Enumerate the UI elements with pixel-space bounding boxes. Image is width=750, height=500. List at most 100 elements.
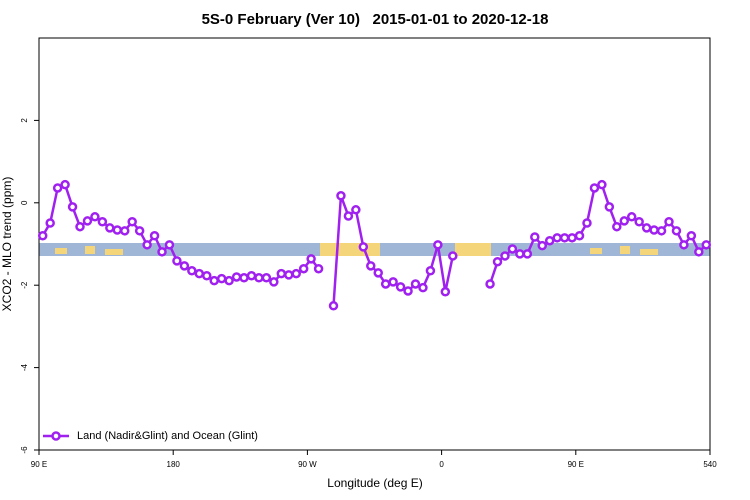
point <box>403 286 413 296</box>
point <box>328 301 339 311</box>
point <box>112 225 123 235</box>
point <box>656 226 667 236</box>
point <box>544 235 555 246</box>
land-ocean-strip <box>39 243 710 256</box>
point <box>313 263 324 274</box>
point <box>388 277 398 287</box>
point <box>410 279 421 289</box>
point <box>619 216 630 226</box>
x-tick-label: 540 <box>703 460 717 469</box>
point <box>254 273 264 283</box>
point <box>597 179 607 190</box>
point <box>142 240 152 250</box>
point <box>358 242 369 252</box>
point <box>37 231 48 241</box>
y-tick-label: -2 <box>20 281 29 289</box>
point <box>336 191 346 201</box>
y-tick-label: 2 <box>20 118 29 123</box>
point <box>626 212 637 222</box>
point <box>67 202 78 212</box>
point <box>552 233 562 243</box>
point <box>187 266 197 276</box>
point <box>574 231 585 241</box>
point <box>448 251 458 261</box>
point <box>567 233 577 243</box>
point <box>604 202 615 212</box>
point <box>500 251 510 261</box>
point <box>425 266 436 276</box>
point <box>164 240 175 250</box>
land-strip <box>455 243 491 256</box>
x-tick-label: 90 E <box>31 460 47 469</box>
point <box>433 240 443 250</box>
point <box>515 249 525 259</box>
point <box>149 231 160 241</box>
point <box>485 279 495 289</box>
x-tick-label: 90 W <box>298 460 317 469</box>
point <box>343 211 354 221</box>
point <box>373 268 383 278</box>
point <box>239 273 249 283</box>
point <box>179 261 190 271</box>
point <box>134 226 145 236</box>
point <box>582 218 592 228</box>
point <box>679 240 689 250</box>
point <box>97 217 108 227</box>
point <box>231 272 242 282</box>
point <box>418 282 428 293</box>
point <box>216 273 227 284</box>
point <box>90 212 100 222</box>
point <box>664 217 674 227</box>
land-strip <box>320 243 380 256</box>
legend-marker <box>51 431 61 441</box>
point <box>701 240 712 250</box>
point <box>440 287 451 297</box>
point <box>127 217 137 227</box>
point <box>298 263 309 274</box>
point <box>82 216 93 226</box>
point <box>172 256 182 266</box>
point <box>694 247 704 257</box>
x-axis-label: Longitude (deg E) <box>327 476 422 490</box>
point <box>306 254 316 264</box>
point <box>530 232 540 242</box>
point <box>522 249 533 259</box>
x-tick-label: 0 <box>439 460 444 469</box>
land-strip <box>590 248 602 254</box>
point <box>269 277 279 287</box>
point <box>45 218 55 228</box>
point <box>507 244 518 254</box>
point <box>276 268 287 279</box>
point <box>209 275 219 286</box>
y-axis-label: XCO2 - MLO trend (ppm) <box>0 177 14 312</box>
point <box>380 279 391 289</box>
chart-title: 5S-0 February (Ver 10) 2015-01-01 to 202… <box>202 11 549 28</box>
point <box>366 261 376 271</box>
point <box>202 270 212 281</box>
point <box>671 226 682 236</box>
point <box>589 183 600 193</box>
land-strip <box>55 248 67 254</box>
point <box>284 270 294 280</box>
point <box>686 231 697 241</box>
point <box>612 221 622 232</box>
legend-label: Land (Nadir&Glint) and Ocean (Glint) <box>77 430 258 442</box>
y-tick-label: -4 <box>20 363 29 371</box>
land-strip <box>105 249 123 255</box>
land-strip <box>85 246 95 254</box>
y-tick-label: -6 <box>20 446 29 454</box>
land-strip <box>620 246 630 254</box>
point <box>641 223 652 233</box>
land-strip <box>640 249 658 255</box>
x-tick-label: 90 E <box>568 460 584 469</box>
point <box>559 233 570 243</box>
point <box>351 205 361 215</box>
point <box>261 273 272 283</box>
point <box>157 247 167 257</box>
point <box>75 221 85 232</box>
point <box>395 282 406 292</box>
point <box>105 223 115 233</box>
point <box>224 275 234 286</box>
x-tick-label: 180 <box>167 460 181 469</box>
point <box>291 268 301 279</box>
